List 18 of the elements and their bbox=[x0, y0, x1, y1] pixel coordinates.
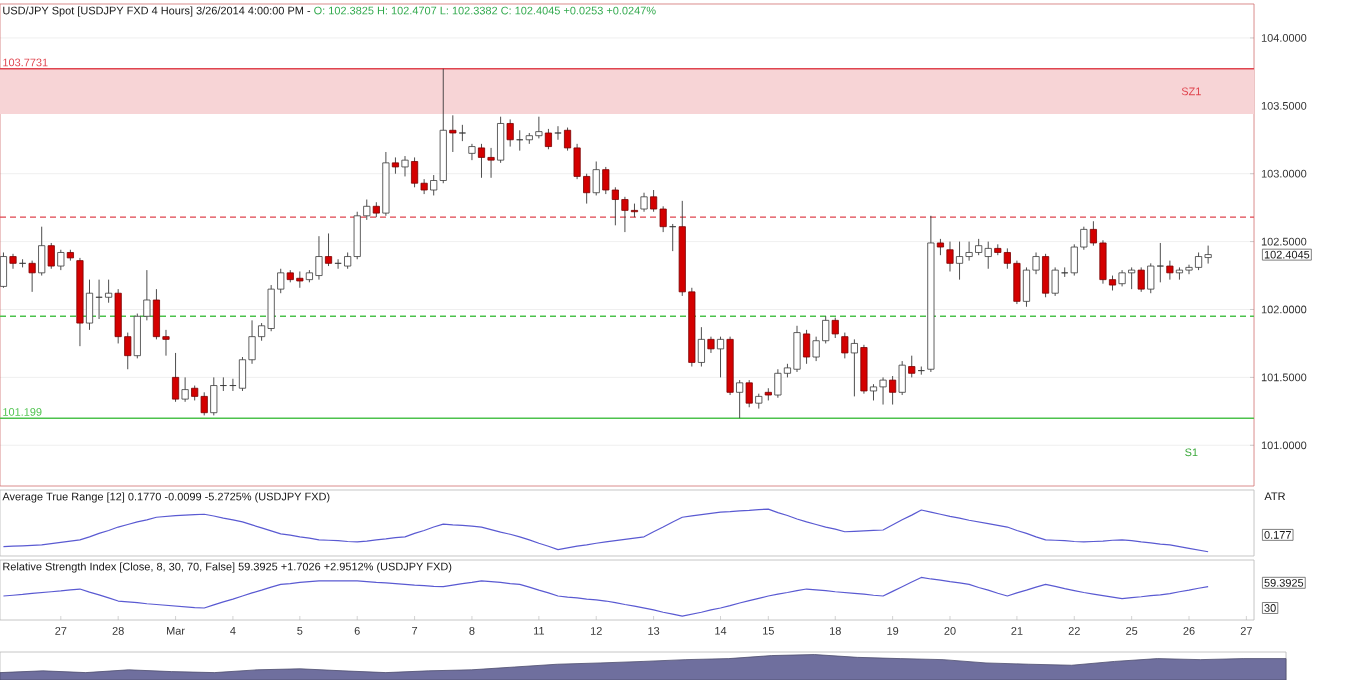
candlestick bbox=[736, 379, 744, 419]
candlestick bbox=[181, 376, 189, 403]
candlestick bbox=[458, 124, 466, 142]
candlestick bbox=[640, 192, 648, 213]
candlestick bbox=[468, 143, 476, 161]
candlestick bbox=[697, 326, 705, 367]
candlestick bbox=[38, 226, 46, 276]
candlestick bbox=[497, 116, 505, 164]
candlestick bbox=[592, 161, 600, 196]
candlestick bbox=[850, 338, 858, 397]
candlestick bbox=[554, 125, 562, 141]
candlestick bbox=[401, 155, 409, 177]
candlestick bbox=[57, 249, 65, 271]
candlestick bbox=[85, 279, 94, 331]
candlestick bbox=[1147, 262, 1155, 294]
candlestick bbox=[0, 252, 7, 289]
candlestick bbox=[716, 336, 725, 378]
candlestick bbox=[898, 360, 906, 396]
